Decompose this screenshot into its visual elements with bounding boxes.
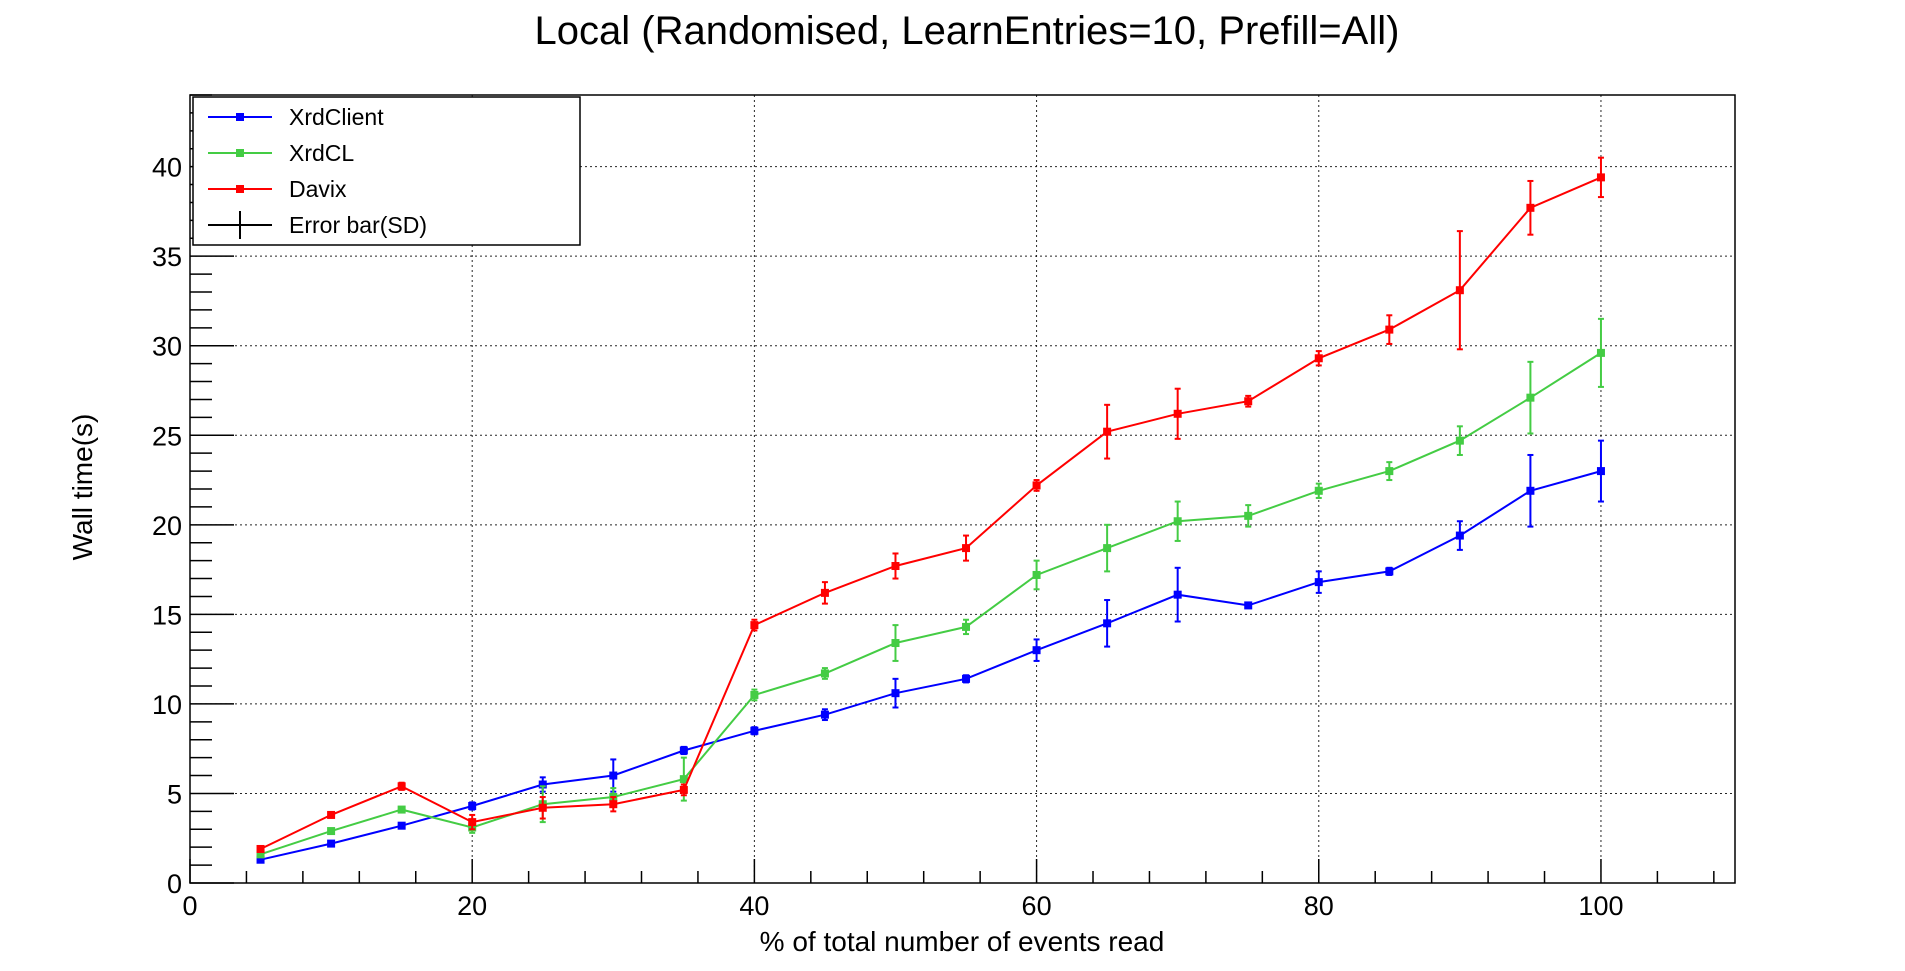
x-tick-label: 60 [1022, 891, 1052, 921]
data-point [1244, 397, 1253, 406]
x-axis-label: % of total number of events read [760, 926, 1165, 957]
legend-entry: XrdClient [208, 104, 384, 130]
data-point [820, 710, 829, 719]
legend-label: Davix [289, 176, 347, 202]
legend-label: XrdCL [289, 140, 354, 166]
data-point [1173, 590, 1182, 599]
data-point [538, 780, 547, 789]
data-point [1596, 467, 1605, 476]
legend-marker [236, 113, 244, 121]
y-tick-label: 30 [152, 332, 182, 362]
y-axis-label: Wall time(s) [67, 414, 98, 561]
data-point [256, 850, 265, 859]
data-point [1596, 348, 1605, 357]
data-point [468, 801, 477, 810]
data-point [891, 639, 900, 648]
data-point [1596, 173, 1605, 182]
legend-entry: Davix [208, 176, 347, 202]
data-point [609, 771, 618, 780]
legend-label: Error bar(SD) [289, 212, 427, 238]
data-point [397, 782, 406, 791]
series-layer [256, 156, 1605, 864]
data-point [891, 689, 900, 698]
data-point [962, 544, 971, 553]
data-point [1032, 481, 1041, 490]
data-point [1103, 619, 1112, 628]
data-point [1244, 601, 1253, 610]
data-point [962, 622, 971, 631]
data-point [1314, 486, 1323, 495]
data-point [820, 588, 829, 597]
data-point [679, 775, 688, 784]
data-point [1032, 646, 1041, 655]
data-point [750, 690, 759, 699]
y-tick-label: 25 [152, 421, 182, 451]
y-tick-label: 10 [152, 690, 182, 720]
series-davix [256, 156, 1605, 853]
data-point [1103, 544, 1112, 553]
chart-title: Local (Randomised, LearnEntries=10, Pref… [535, 9, 1400, 53]
data-point [397, 821, 406, 830]
y-tick-label: 0 [167, 869, 182, 899]
data-point [1173, 517, 1182, 526]
data-point [327, 839, 336, 848]
data-point [1314, 578, 1323, 587]
legend-marker [236, 185, 244, 193]
x-tick-label: 20 [457, 891, 487, 921]
y-tick-label: 20 [152, 511, 182, 541]
series-xrdclient [256, 439, 1605, 864]
axis-ticks: 0 20 40 60 80 100 0 5 10 15 20 25 30 35 40 [152, 94, 1715, 921]
legend-box [192, 96, 581, 246]
data-point [1103, 427, 1112, 436]
data-point [679, 746, 688, 755]
x-tick-label: 80 [1304, 891, 1334, 921]
data-point [750, 621, 759, 630]
y-tick-label: 40 [152, 153, 182, 183]
data-point [820, 669, 829, 678]
y-tick-label: 35 [152, 242, 182, 272]
legend-entry: Error bar(SD) [208, 211, 427, 239]
data-point [1385, 567, 1394, 576]
data-point [891, 562, 900, 571]
data-point [397, 805, 406, 814]
data-point [962, 674, 971, 683]
data-point [679, 785, 688, 794]
data-point [1455, 436, 1464, 445]
data-point [1455, 286, 1464, 295]
legend-label: XrdClient [289, 104, 384, 130]
series-line [260, 176, 1602, 850]
series-line [260, 352, 1602, 856]
legend: XrdClient XrdCL Davix Error bar(SD) [192, 96, 581, 246]
data-point [256, 844, 265, 853]
y-tick-label: 15 [152, 600, 182, 630]
data-point [538, 803, 547, 812]
data-point [1173, 409, 1182, 418]
data-point [1314, 354, 1323, 363]
y-tick-label: 5 [167, 779, 182, 809]
data-point [1526, 486, 1535, 495]
x-tick-label: 100 [1578, 891, 1623, 921]
data-point [1244, 511, 1253, 520]
data-point [609, 800, 618, 809]
data-point [1385, 467, 1394, 476]
data-point [1032, 570, 1041, 579]
x-tick-label: 40 [739, 891, 769, 921]
data-point [468, 818, 477, 827]
legend-marker [236, 149, 244, 157]
data-point [1385, 325, 1394, 334]
legend-entry: XrdCL [208, 140, 354, 166]
series-line [260, 470, 1602, 861]
data-point [750, 726, 759, 735]
x-tick-label: 0 [182, 891, 197, 921]
data-point [1455, 531, 1464, 540]
data-point [327, 827, 336, 836]
data-point [1526, 393, 1535, 402]
data-point [327, 810, 336, 819]
data-point [1526, 203, 1535, 212]
data-point [256, 855, 265, 864]
